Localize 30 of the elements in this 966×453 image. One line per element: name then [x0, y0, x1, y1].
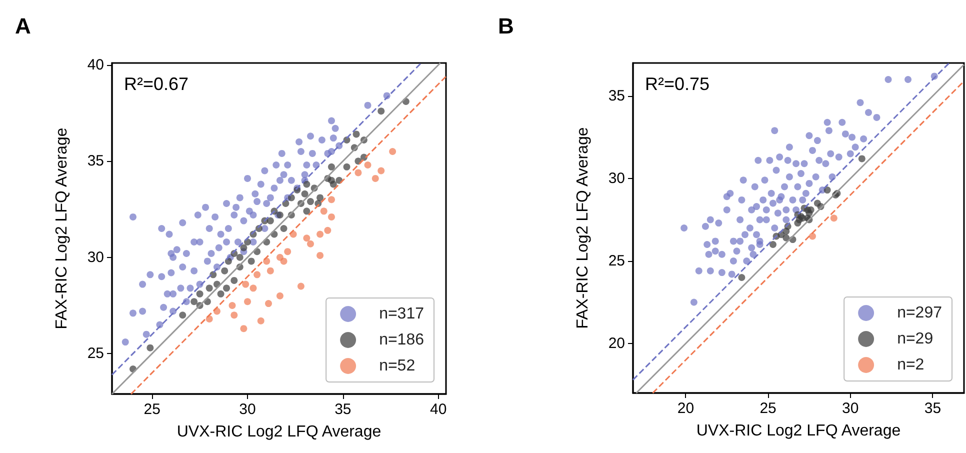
- x-tick-label: 30: [842, 400, 859, 417]
- y-tick-label: 25: [87, 345, 104, 362]
- chart-title: B: [498, 14, 514, 38]
- legend-label: n=29: [897, 330, 934, 348]
- y-tick-label: 20: [608, 335, 625, 352]
- x-tick-label: 20: [677, 400, 694, 417]
- legend-label: n=186: [379, 332, 424, 348]
- legend-label: n=297: [897, 304, 942, 322]
- x-tick-label: 30: [239, 401, 256, 418]
- annotation: R²=0.75: [645, 74, 710, 94]
- y-tick-label: 35: [87, 152, 104, 170]
- annotation: R²=0.67: [124, 74, 189, 94]
- x-axis-title: UVX-RIC Log2 LFQ Average: [696, 422, 901, 440]
- legend-label: n=2: [897, 356, 924, 374]
- legend-label: n=317: [379, 306, 424, 322]
- x-axis-title: UVX-RIC Log2 LFQ Average: [176, 424, 382, 440]
- y-tick-label: 25: [608, 252, 625, 270]
- y-tick-label: 30: [87, 248, 104, 266]
- chart-title: A: [15, 14, 31, 38]
- x-tick-label: 25: [760, 400, 776, 417]
- x-tick-label: 35: [334, 401, 352, 418]
- y-tick-label: 30: [608, 170, 625, 187]
- x-tick-label: 35: [924, 400, 942, 417]
- x-tick-label: 25: [144, 401, 160, 418]
- y-tick-label: 40: [87, 56, 104, 74]
- y-axis-title: FAX-RIC Log2 LFQ Average: [54, 128, 70, 330]
- x-tick-label: 40: [430, 401, 447, 418]
- y-axis-title: FAX-RIC Log2 LFQ Average: [574, 127, 592, 329]
- y-tick-label: 35: [608, 88, 625, 104]
- legend-label: n=52: [379, 358, 416, 374]
